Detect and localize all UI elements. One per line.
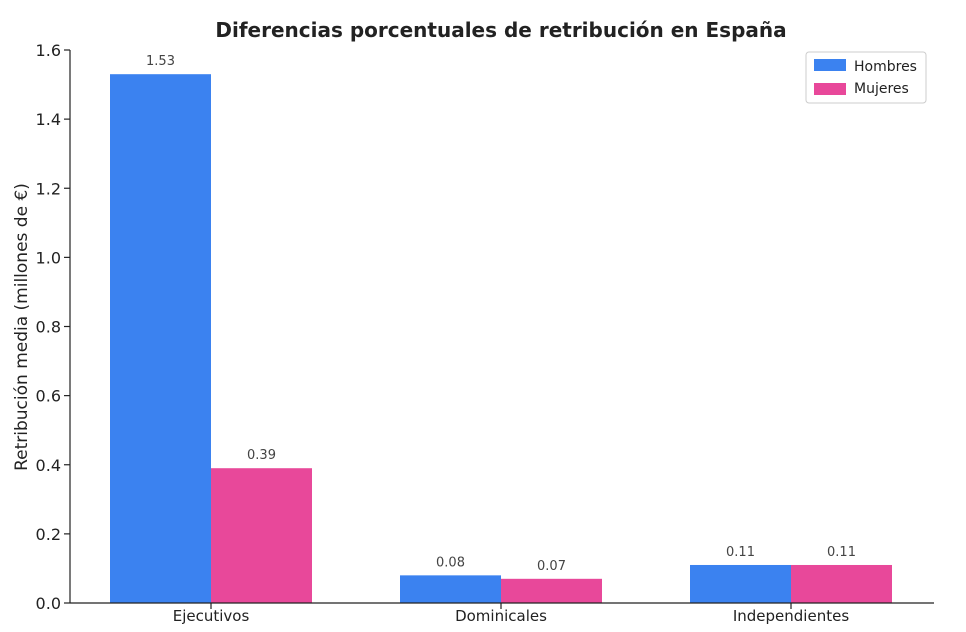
legend-swatch-hombres [814, 59, 846, 71]
data-label-mujeres-dominicales: 0.07 [537, 559, 566, 574]
y-tick-label: 1.4 [36, 110, 61, 129]
y-tick-label: 0.4 [36, 456, 61, 475]
y-tick-label: 0.2 [36, 525, 61, 544]
legend-label-hombres: Hombres [854, 59, 917, 75]
x-tick-label-independientes: Independientes [733, 607, 849, 625]
y-tick-label: 0.6 [36, 387, 61, 406]
y-axis-label: Retribución media (millones de €) [12, 183, 32, 471]
bars-layer [110, 74, 892, 604]
legend-label-mujeres: Mujeres [854, 81, 909, 97]
chart-title: Diferencias porcentuales de retribución … [215, 18, 786, 42]
data-label-hombres-ejecutivos: 1.53 [146, 54, 175, 69]
x-tick-label-ejecutivos: Ejecutivos [173, 607, 250, 625]
axes-layer: 0.0 0.2 0.4 0.6 0.8 1.0 1.2 1.4 1.6 Ejecutivos Dom… [36, 41, 934, 625]
y-tick-label: 0.0 [36, 594, 61, 613]
bar-mujeres-ejecutivos [211, 468, 312, 603]
bar-mujeres-dominicales [501, 578, 602, 603]
bar-hombres-dominicales [400, 575, 501, 603]
legend-swatch-mujeres [814, 83, 846, 95]
data-label-hombres-independientes: 0.11 [726, 545, 755, 560]
bar-hombres-ejecutivos [110, 74, 211, 604]
legend: Hombres Mujeres [805, 51, 927, 104]
y-tick-label: 1.0 [36, 248, 61, 267]
x-tick-label-dominicales: Dominicales [455, 607, 547, 625]
data-labels-layer: 1.53 0.39 0.08 0.07 0.11 0.11 [146, 54, 856, 574]
bar-mujeres-independientes [791, 564, 892, 603]
bar-hombres-independientes [690, 564, 791, 603]
y-tick-label: 1.2 [36, 179, 61, 198]
data-label-mujeres-independientes: 0.11 [827, 545, 856, 560]
y-tick-label: 1.6 [36, 41, 61, 60]
data-label-hombres-dominicales: 0.08 [436, 555, 465, 570]
y-tick-label: 0.8 [36, 318, 61, 337]
data-label-mujeres-ejecutivos: 0.39 [247, 448, 276, 463]
